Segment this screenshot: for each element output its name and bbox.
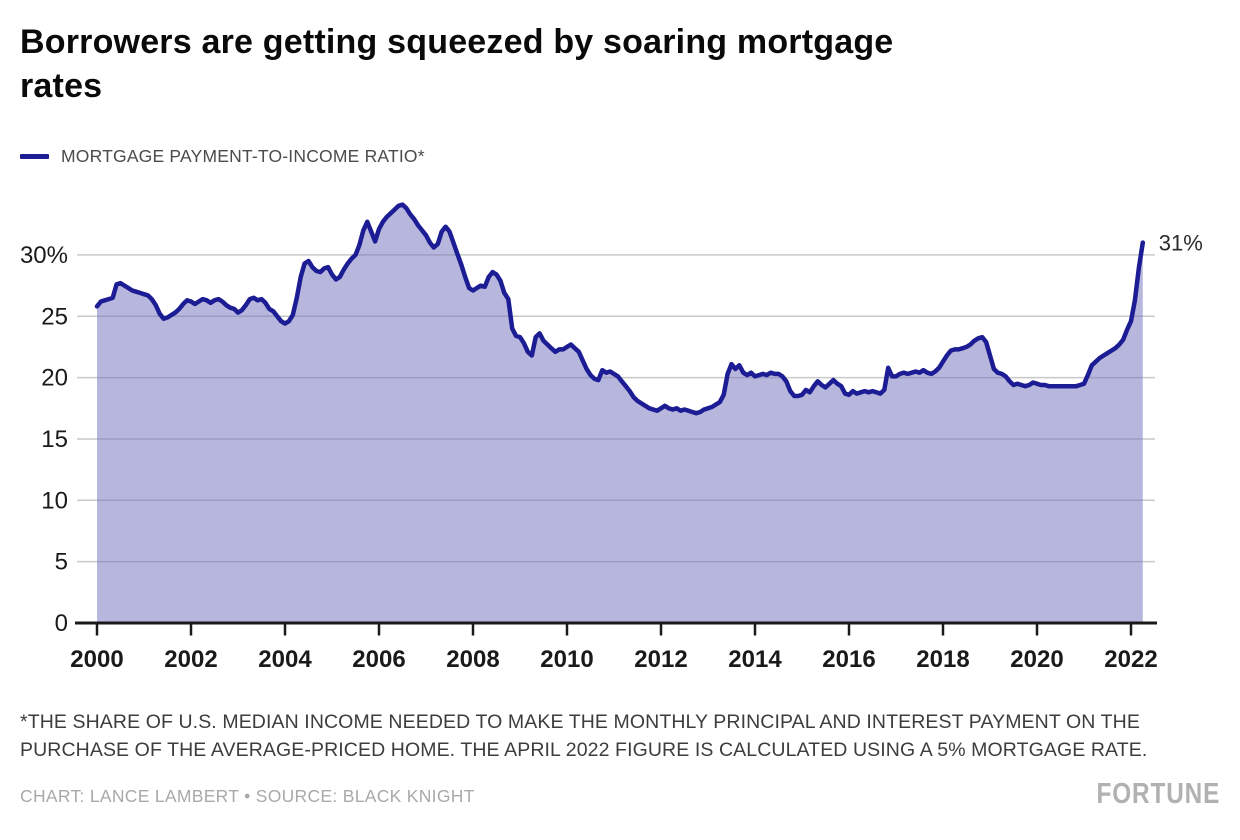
y-tick-label-25: 25 [41,303,68,330]
chart-title: Borrowers are getting squeezed by soarin… [20,20,1180,108]
y-tick-label-15: 15 [41,426,68,453]
y-tick-label-10: 10 [41,487,68,514]
area-fill [97,204,1143,623]
x-tick-label-2004: 2004 [258,646,312,673]
x-tick-label-2022: 2022 [1104,646,1157,673]
x-tick-label-2006: 2006 [352,646,405,673]
x-tick-label-2020: 2020 [1010,646,1063,673]
x-tick-label-2000: 2000 [70,646,123,673]
fortune-logo: FORTUNE [1096,778,1220,810]
footnote: *THE SHARE OF U.S. MEDIAN INCOME NEEDED … [20,708,1165,764]
legend-line-swatch [20,154,49,159]
y-tick-label-0: 0 [55,610,68,637]
legend-label: MORTGAGE PAYMENT-TO-INCOME RATIO* [61,146,425,166]
x-tick-label-2014: 2014 [728,646,782,673]
chart-title-line1: Borrowers are getting squeezed by soarin… [20,23,894,61]
x-tick-label-2018: 2018 [916,646,969,673]
x-tick-label-2016: 2016 [822,646,875,673]
footnote-line1: *THE SHARE OF U.S. MEDIAN INCOME NEEDED … [20,711,1140,733]
x-tick-label-2008: 2008 [446,646,499,673]
series-line [94,202,1146,416]
chart-title-line2: rates [20,67,103,105]
credit-line: CHART: LANCE LAMBERT • SOURCE: BLACK KNI… [20,786,475,806]
footnote-line2: PURCHASE OF THE AVERAGE-PRICED HOME. THE… [20,739,1148,761]
y-tick-label-5: 5 [55,549,68,576]
legend: MORTGAGE PAYMENT-TO-INCOME RATIO* [20,146,425,167]
x-tick-label-2002: 2002 [164,646,217,673]
x-tick-label-2010: 2010 [540,646,593,673]
y-tick-label-30: 30% [20,242,68,269]
x-tick-label-2012: 2012 [634,646,687,673]
end-value-label: 31% [1159,231,1203,256]
y-tick-label-20: 20 [41,365,68,392]
